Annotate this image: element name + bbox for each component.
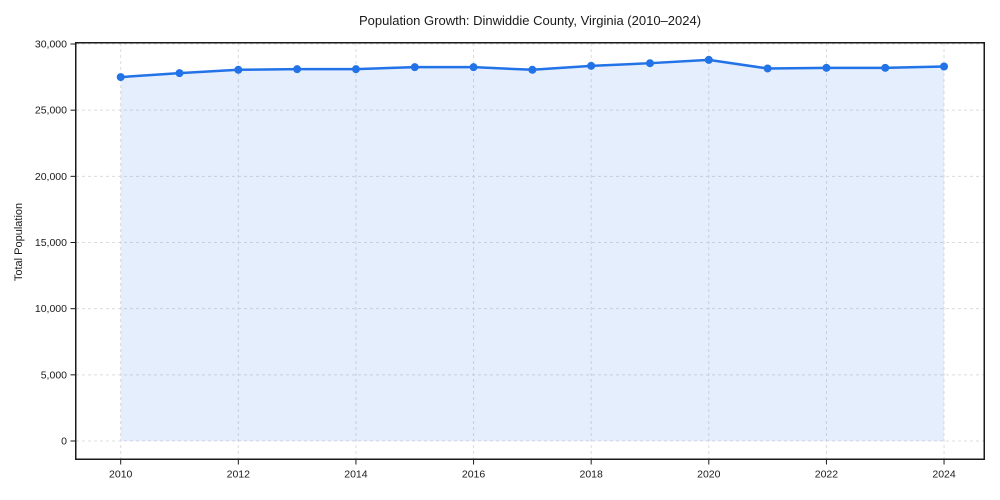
data-point-marker xyxy=(410,63,419,72)
y-tick-label: 25,000 xyxy=(35,105,67,117)
y-tick-label: 15,000 xyxy=(35,237,67,249)
data-points xyxy=(116,55,949,82)
plot-area: 0 5,000 10,000 15,000 20,000 25,000 30,000 2010… xyxy=(35,39,985,481)
x-tick-label: 2024 xyxy=(932,469,956,481)
data-point-marker xyxy=(351,65,360,74)
data-point-marker xyxy=(116,73,125,82)
x-tick-label: 2016 xyxy=(462,469,486,481)
y-tick-label: 0 xyxy=(61,436,67,448)
x-tick-label: 2018 xyxy=(580,469,604,481)
x-tick-label: 2012 xyxy=(227,469,251,481)
chart-title: Population Growth: Dinwiddie County, Vir… xyxy=(358,13,702,28)
grid-lines xyxy=(76,43,984,459)
data-point-marker xyxy=(645,59,654,68)
data-point-marker xyxy=(469,63,478,72)
y-tick-label: 20,000 xyxy=(35,171,67,183)
data-point-marker xyxy=(175,69,184,78)
y-tick-label: 30,000 xyxy=(35,39,67,51)
data-point-marker xyxy=(763,64,772,73)
y-axis-title: Total Population xyxy=(13,202,25,282)
x-tick-label: 2010 xyxy=(109,469,133,481)
x-tick-label: 2022 xyxy=(815,469,839,481)
data-point-marker xyxy=(293,65,302,74)
x-tick-label: 2020 xyxy=(697,469,721,481)
area-fill xyxy=(120,59,945,441)
data-point-marker xyxy=(822,63,831,72)
data-point-marker xyxy=(587,61,596,70)
data-point-marker xyxy=(704,55,713,64)
y-tick-label: 10,000 xyxy=(35,303,67,315)
data-point-marker xyxy=(528,65,537,74)
data-point-marker xyxy=(940,62,949,71)
axis-ticks: 0 5,000 10,000 15,000 20,000 25,000 30,000 2010… xyxy=(35,39,956,481)
x-tick-label: 2014 xyxy=(344,469,368,481)
y-tick-label: 5,000 xyxy=(41,369,67,381)
data-point-marker xyxy=(881,63,890,72)
line-chart-svg: 0 5,000 10,000 15,000 20,000 25,000 30,000 2010… xyxy=(35,39,985,481)
plot-border xyxy=(75,42,985,460)
data-point-marker xyxy=(234,65,243,74)
